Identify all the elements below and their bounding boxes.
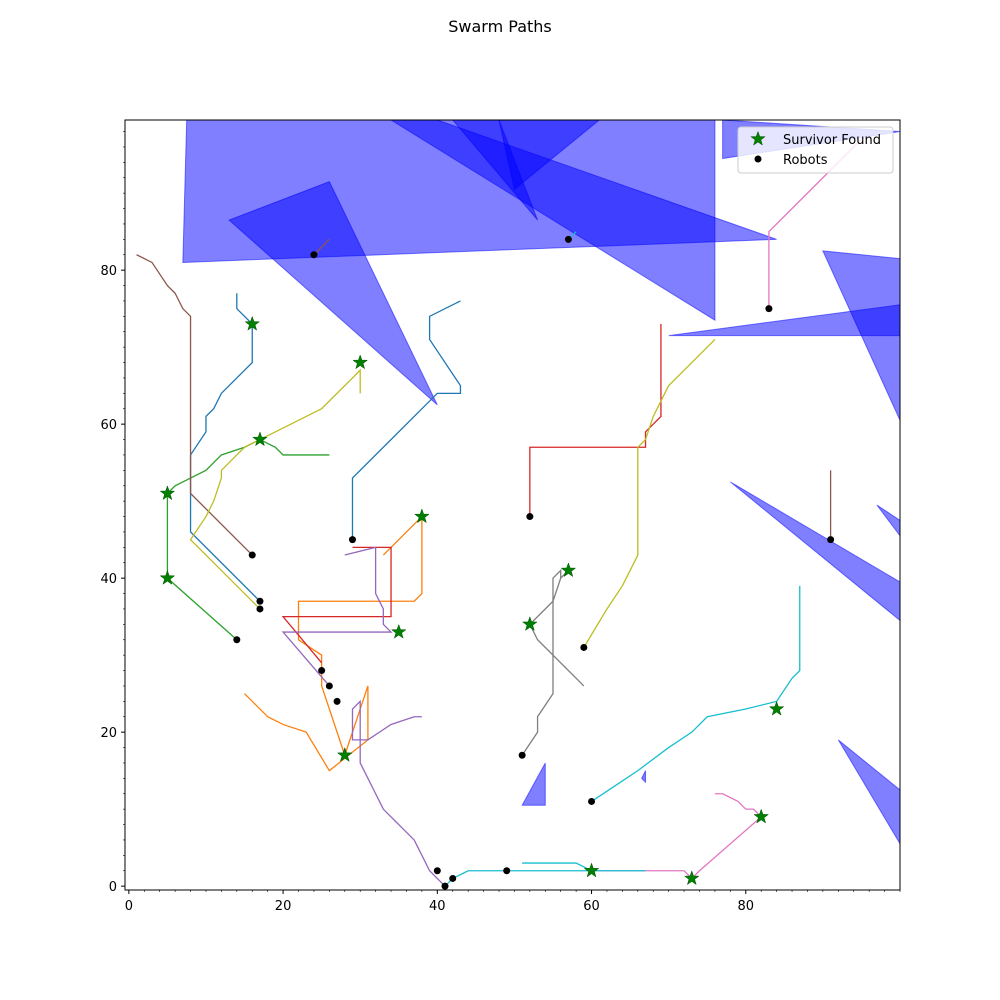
robot-path-3 [382, 516, 423, 556]
robot-path-9 [281, 546, 393, 687]
robot-marker-2 [564, 235, 572, 243]
robot-marker-9 [256, 605, 264, 613]
obstacles-layer [182, 120, 900, 845]
obstacle-10 [876, 504, 900, 537]
robot-marker-8 [256, 597, 264, 605]
robot-path-17 [521, 568, 562, 756]
robot-path-20 [583, 338, 716, 648]
robot-path-24 [522, 862, 592, 872]
robot-marker-20 [441, 882, 449, 890]
obstacle-2 [228, 180, 438, 406]
survivor-marker-14 [683, 870, 700, 886]
x-tick-label: 60 [583, 899, 600, 914]
y-tick-label: 0 [109, 880, 117, 895]
robot-path-18 [529, 569, 569, 625]
robot-marker-4 [348, 536, 356, 544]
survivor-marker-13 [583, 862, 600, 878]
robot-path-23 [591, 585, 801, 802]
survivors-layer [159, 315, 785, 886]
x-tick-label: 80 [737, 899, 754, 914]
robot-marker-10 [233, 636, 241, 644]
obstacle-3 [390, 120, 716, 322]
y-tick-label: 60 [100, 418, 117, 433]
robot-marker-18 [449, 874, 457, 882]
x-tick-label: 0 [125, 899, 133, 914]
robot-marker-19 [503, 867, 511, 875]
legend-dot-icon [754, 155, 762, 163]
obstacle-8 [822, 250, 900, 421]
y-tick-label: 20 [100, 726, 117, 741]
survivor-marker-10 [521, 616, 538, 632]
robot-path-11 [136, 254, 253, 556]
survivor-marker-11 [768, 700, 785, 716]
robots-layer [233, 235, 835, 890]
legend-star-icon [750, 130, 766, 146]
obstacle-13 [641, 770, 647, 784]
survivor-marker-4 [159, 485, 176, 501]
robot-path-10 [351, 699, 446, 887]
robot-marker-7 [248, 551, 256, 559]
robot-marker-3 [765, 305, 773, 313]
robot-path-21 [189, 368, 361, 610]
survivor-marker-1 [244, 315, 261, 331]
survivor-marker-2 [352, 354, 369, 370]
obstacle-9 [730, 481, 900, 622]
robot-marker-5 [526, 513, 534, 521]
robot-marker-6 [827, 536, 835, 544]
legend-box [737, 126, 894, 174]
robot-path-1 [351, 300, 462, 540]
robot-marker-14 [333, 697, 341, 705]
robot-marker-15 [518, 751, 526, 759]
robot-path-8 [281, 546, 392, 664]
robot-marker-1 [310, 251, 318, 259]
robot-marker-13 [325, 682, 333, 690]
robot-marker-11 [580, 643, 588, 651]
axes-layer: 0 20 40 60 80 0 20 40 60 80 [100, 119, 901, 914]
y-tick-label: 80 [100, 264, 117, 279]
robot-marker-16 [588, 797, 596, 805]
x-tick-label: 40 [429, 899, 446, 914]
survivor-marker-9 [560, 562, 577, 578]
robot-marker-12 [318, 667, 326, 675]
survivor-marker-7 [390, 623, 407, 639]
obstacle-5 [498, 120, 601, 191]
survivor-marker-12 [753, 808, 770, 824]
legend: Survivor Found Robots [737, 126, 894, 174]
robot-path-16 [591, 870, 693, 879]
y-tick-label: 40 [100, 572, 117, 587]
survivor-marker-5 [414, 508, 430, 524]
robot-marker-17 [433, 867, 441, 875]
obstacle-11 [837, 739, 900, 845]
survivor-marker-3 [252, 431, 268, 447]
robot-path-22 [444, 870, 646, 887]
robot-path-4 [297, 516, 423, 756]
robot-path-6 [166, 438, 330, 641]
plot-frame [124, 119, 901, 891]
robot-path-15 [691, 793, 763, 879]
legend-label: Robots [783, 153, 828, 168]
obstacle-12 [521, 762, 546, 806]
robot-path-5 [244, 685, 369, 772]
robot-path-7 [529, 324, 662, 517]
x-tick-label: 20 [275, 899, 292, 914]
obstacle-7 [668, 304, 900, 337]
survivor-marker-6 [159, 569, 176, 585]
chart-title: Swarm Paths [448, 17, 552, 36]
legend-label: Survivor Found [783, 133, 881, 148]
robot-path-19 [529, 624, 585, 687]
robot-path-12 [313, 238, 330, 256]
survivor-marker-8 [336, 746, 353, 762]
